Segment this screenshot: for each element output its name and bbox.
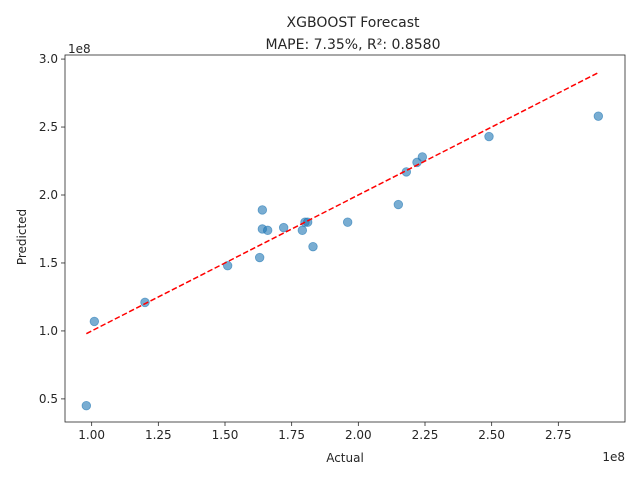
data-point [308, 241, 318, 252]
y-tick-label: 3.0 [39, 52, 58, 66]
data-point [140, 297, 150, 308]
x-tick-label: 2.75 [545, 428, 572, 442]
y-tick-label: 1.5 [39, 256, 58, 270]
data-point [262, 225, 273, 236]
y-tick-label: 2.0 [39, 188, 58, 202]
x-axis-label: Actual [326, 451, 364, 465]
plot-frame [64, 54, 626, 423]
x-tick-label: 2.50 [478, 428, 505, 442]
reference-line [85, 72, 599, 335]
y-tick-label: 2.5 [39, 120, 58, 134]
x-tick-label: 2.25 [412, 428, 439, 442]
x-tick-label: 1.75 [278, 428, 305, 442]
chart-title: XGBOOST Forecast [287, 15, 420, 31]
y-tick-label: 0.5 [39, 392, 58, 406]
y-tick-label: 1.0 [39, 324, 58, 338]
data-point [81, 400, 92, 411]
x-tick-label: 1.00 [78, 428, 105, 442]
data-point [278, 222, 289, 233]
x-tick-label: 2.00 [345, 428, 372, 442]
y-axis-label: Predicted [15, 209, 29, 265]
data-point [342, 217, 353, 227]
data-point [393, 199, 404, 210]
x-offset-label: 1e8 [602, 450, 625, 464]
data-point [484, 131, 494, 142]
plot-area: 1.00 1.25 1.50 1.75 2.00 2.25 2.50 2.75 0.5 1.0 1.… [39, 52, 626, 442]
x-tick-label: 1.25 [145, 428, 172, 442]
x-tick-label: 1.50 [212, 428, 239, 442]
data-point [254, 252, 265, 263]
y-offset-label: 1e8 [68, 42, 91, 56]
chart-subtitle: MAPE: 7.35%, R²: 0.8580 [266, 37, 441, 53]
data-point [593, 111, 604, 121]
data-point [257, 205, 268, 215]
data-point [417, 152, 428, 162]
data-point [89, 316, 100, 327]
data-point [297, 225, 308, 236]
